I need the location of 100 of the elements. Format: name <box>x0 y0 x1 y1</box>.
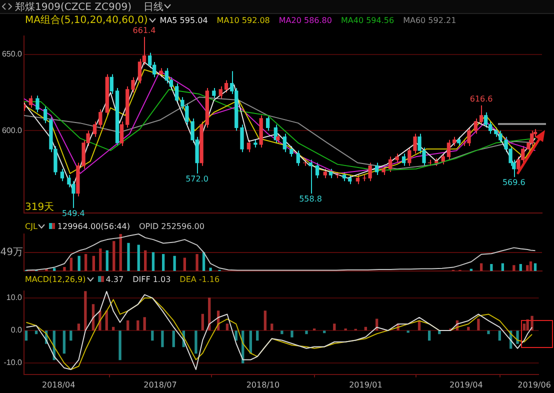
bar <box>270 324 274 330</box>
bar <box>522 324 526 330</box>
y-tick-label: 10.0 <box>6 293 23 302</box>
bar <box>477 318 480 330</box>
bar <box>323 330 326 334</box>
bar <box>112 241 116 271</box>
bar <box>333 324 336 330</box>
candlestick <box>224 80 228 94</box>
candlestick <box>474 118 478 134</box>
text: DEA -1.16 <box>180 274 220 284</box>
annotation: 616.6 <box>470 94 493 104</box>
candlestick <box>388 156 392 172</box>
bar <box>161 330 164 348</box>
candlestick <box>413 133 417 154</box>
chart-title: CJL <box>25 222 38 230</box>
candlestick <box>246 139 251 153</box>
bar <box>534 263 537 271</box>
x-tick-label: 2018/07 <box>144 380 177 390</box>
bar <box>84 291 87 330</box>
bar <box>498 330 501 341</box>
candlestick <box>484 112 488 128</box>
text: DIFF 1.03 <box>132 274 171 284</box>
annotation: 661.4 <box>132 26 156 35</box>
bar <box>62 330 66 354</box>
annotation: 319天 <box>25 202 54 213</box>
ref-line-label: 49万 <box>0 247 23 258</box>
bar <box>226 324 229 330</box>
bar <box>467 326 470 330</box>
bar <box>119 234 122 271</box>
bar <box>234 330 238 341</box>
legend-label: 129964.00(56:44) <box>57 222 130 230</box>
bar <box>490 264 493 271</box>
bar <box>127 242 130 271</box>
candlestick <box>315 162 320 179</box>
bar <box>290 330 294 338</box>
candlestick <box>164 68 169 84</box>
bar <box>280 330 284 334</box>
y-tick-label: 600.0 <box>2 126 23 135</box>
chart-subtitle: 日线 <box>143 0 164 14</box>
y-tick-label: 0.0 <box>10 326 23 335</box>
candlestick <box>98 108 102 128</box>
candlestick <box>296 150 300 166</box>
bar <box>63 266 66 271</box>
bar <box>264 310 267 330</box>
bar <box>428 330 431 341</box>
candlestick <box>342 171 346 182</box>
candlestick <box>28 95 33 108</box>
bar <box>249 330 252 354</box>
chart-title: MACD(12,26,9) <box>25 274 86 284</box>
bar <box>53 268 56 271</box>
candlestick <box>441 153 445 165</box>
bar <box>99 248 102 271</box>
candlestick <box>174 82 179 104</box>
bar <box>512 265 516 271</box>
legend-label: 4.37 <box>106 274 124 284</box>
bar <box>201 314 204 330</box>
bar <box>162 254 165 271</box>
candlestick <box>446 139 451 160</box>
candlestick <box>36 95 40 113</box>
bar <box>143 317 146 330</box>
bar <box>172 330 175 348</box>
bar <box>194 330 198 354</box>
text: MA5 595.04 <box>160 16 208 24</box>
chart-title: 郑煤1909(CZCE ZC909) <box>15 0 132 14</box>
bar <box>256 330 259 341</box>
bar <box>152 252 155 271</box>
text: MA40 594.56 <box>340 16 394 24</box>
candlestick <box>479 104 484 126</box>
candlestick <box>402 153 406 166</box>
bar <box>105 310 108 330</box>
bar <box>24 330 28 341</box>
bar <box>84 254 88 271</box>
bar <box>183 258 186 271</box>
candlestick <box>138 58 142 84</box>
candlestick <box>92 121 97 138</box>
bar <box>501 263 504 271</box>
candlestick <box>218 86 222 100</box>
x-tick-label: 2018/04 <box>42 380 76 390</box>
candlestick <box>395 153 399 164</box>
y-tick-label: -10.0 <box>4 358 23 368</box>
bar <box>526 265 529 271</box>
candlestick <box>240 124 244 153</box>
text: MA60 592.21 <box>403 16 456 24</box>
candlestick <box>131 76 135 94</box>
candlestick <box>282 133 287 153</box>
candlestick <box>44 106 48 124</box>
candlestick <box>328 168 333 179</box>
bar <box>173 256 176 271</box>
x-tick-label: 2019/06 <box>518 380 551 390</box>
candlestick <box>290 145 294 158</box>
text: MA10 592.08 <box>216 16 270 24</box>
bar <box>209 268 212 271</box>
candlestick <box>408 147 412 166</box>
bar <box>92 256 95 271</box>
bar <box>77 324 80 330</box>
bar <box>144 250 147 271</box>
annotation: 572.0 <box>186 174 208 184</box>
bar <box>305 330 308 334</box>
bar <box>364 326 368 330</box>
bar <box>487 330 490 334</box>
